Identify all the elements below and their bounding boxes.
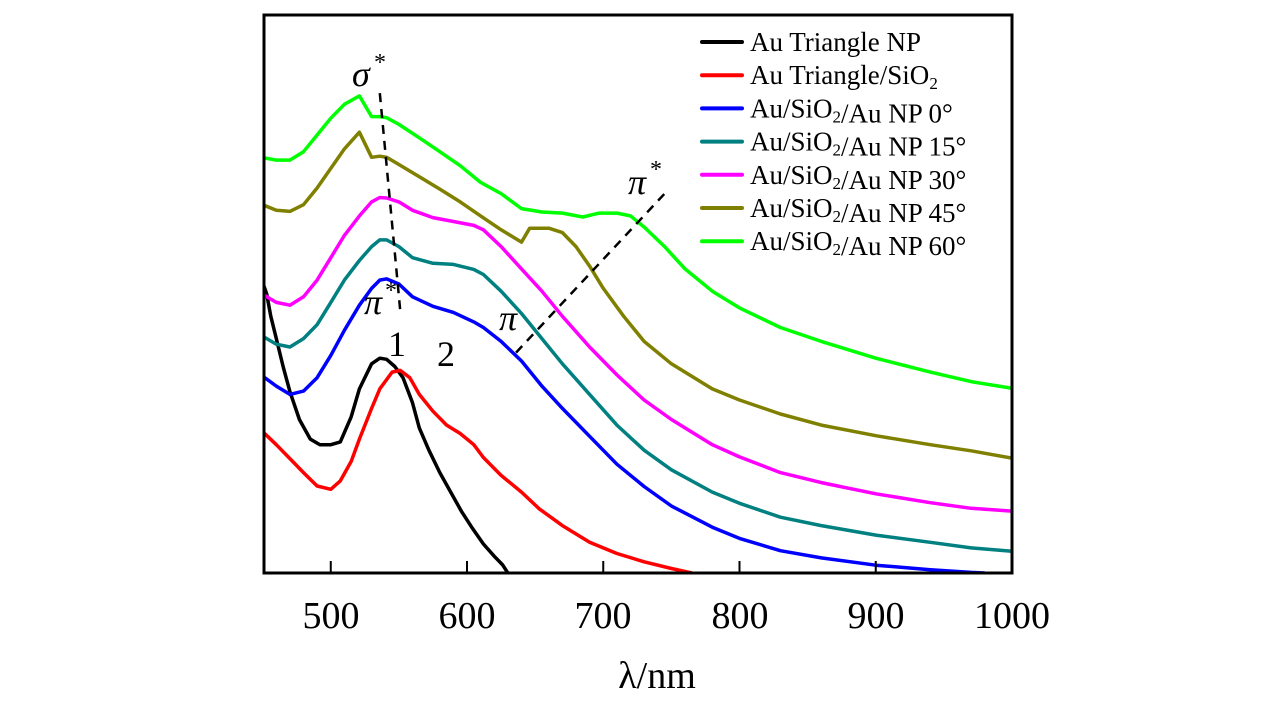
series-line-2	[264, 277, 985, 573]
x-tick-label: 600	[439, 595, 496, 637]
plot-frame	[262, 13, 1014, 575]
x-tick-label: 500	[303, 595, 360, 637]
series-line-0	[264, 285, 510, 573]
x-tick-label: 800	[712, 595, 769, 637]
series-line-4	[264, 195, 1012, 513]
series-line-3	[264, 238, 1012, 553]
legend-label-1: Au Triangle/SiO2	[750, 60, 938, 93]
sigma-star-guide	[378, 93, 402, 311]
peak-1-label: 1	[388, 324, 406, 364]
pi-pi-star-guide	[515, 189, 669, 354]
legend-label-0: Au Triangle NP	[750, 27, 921, 57]
peak-2-label: 2	[437, 334, 455, 374]
legend-label-4: Au/SiO2/Au NP 30°	[750, 160, 966, 195]
sigma-star-label: σ	[352, 54, 371, 94]
pi-star-lower-asterisk: *	[385, 278, 397, 304]
x-tick-label: 1000	[974, 595, 1050, 637]
legend-label-5: Au/SiO2/Au NP 45°	[750, 193, 966, 228]
pi-star-lower-label: π	[364, 282, 383, 322]
pi-star-upper-asterisk: *	[650, 157, 662, 183]
pi-label: π	[499, 298, 518, 338]
legend-label-6: Au/SiO2/Au NP 60°	[750, 226, 966, 261]
x-axis-label: λ/nm	[618, 655, 696, 697]
series-line-6	[264, 94, 1012, 391]
guides-layer	[378, 93, 669, 354]
legend-label-2: Au/SiO2/Au NP 0°	[750, 93, 953, 128]
x-tick-label: 700	[575, 595, 632, 637]
legend-label-3: Au/SiO2/Au NP 15°	[750, 127, 966, 162]
x-tick-label: 900	[848, 595, 905, 637]
series-line-1	[264, 368, 693, 573]
series-line-5	[264, 130, 1012, 460]
sigma-star-asterisk: *	[374, 50, 386, 76]
curves-layer	[264, 94, 1012, 573]
x-ticks	[329, 561, 1013, 573]
pi-star-upper-label: π	[628, 162, 647, 202]
